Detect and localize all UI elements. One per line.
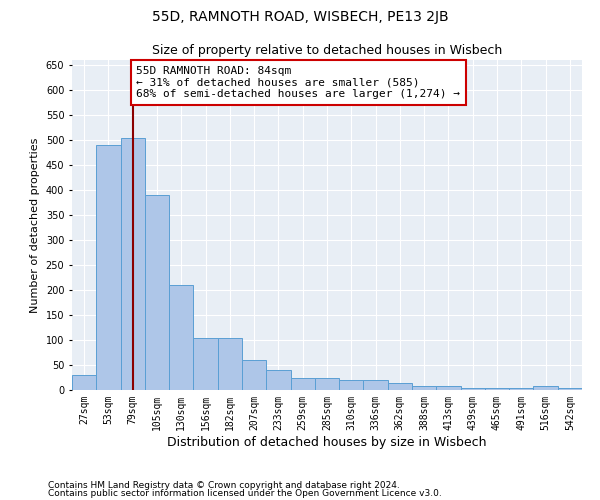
Bar	[72, 375, 96, 390]
Text: 55D RAMNOTH ROAD: 84sqm
← 31% of detached houses are smaller (585)
68% of semi-d: 55D RAMNOTH ROAD: 84sqm ← 31% of detache…	[136, 66, 460, 99]
Bar	[193, 338, 218, 390]
Bar	[436, 386, 461, 390]
Bar	[242, 360, 266, 390]
Bar	[121, 138, 145, 390]
Bar	[485, 388, 509, 390]
Text: Contains public sector information licensed under the Open Government Licence v3: Contains public sector information licen…	[48, 488, 442, 498]
X-axis label: Distribution of detached houses by size in Wisbech: Distribution of detached houses by size …	[167, 436, 487, 448]
Bar	[315, 378, 339, 390]
Text: Contains HM Land Registry data © Crown copyright and database right 2024.: Contains HM Land Registry data © Crown c…	[48, 481, 400, 490]
Bar	[461, 388, 485, 390]
Bar	[290, 378, 315, 390]
Bar	[96, 145, 121, 390]
Bar	[533, 386, 558, 390]
Bar	[339, 380, 364, 390]
Bar	[364, 380, 388, 390]
Bar	[218, 338, 242, 390]
Bar	[509, 388, 533, 390]
Title: Size of property relative to detached houses in Wisbech: Size of property relative to detached ho…	[152, 44, 502, 58]
Bar	[412, 386, 436, 390]
Bar	[558, 388, 582, 390]
Bar	[145, 195, 169, 390]
Y-axis label: Number of detached properties: Number of detached properties	[30, 138, 40, 312]
Bar	[388, 382, 412, 390]
Bar	[266, 370, 290, 390]
Bar	[169, 285, 193, 390]
Text: 55D, RAMNOTH ROAD, WISBECH, PE13 2JB: 55D, RAMNOTH ROAD, WISBECH, PE13 2JB	[152, 10, 448, 24]
